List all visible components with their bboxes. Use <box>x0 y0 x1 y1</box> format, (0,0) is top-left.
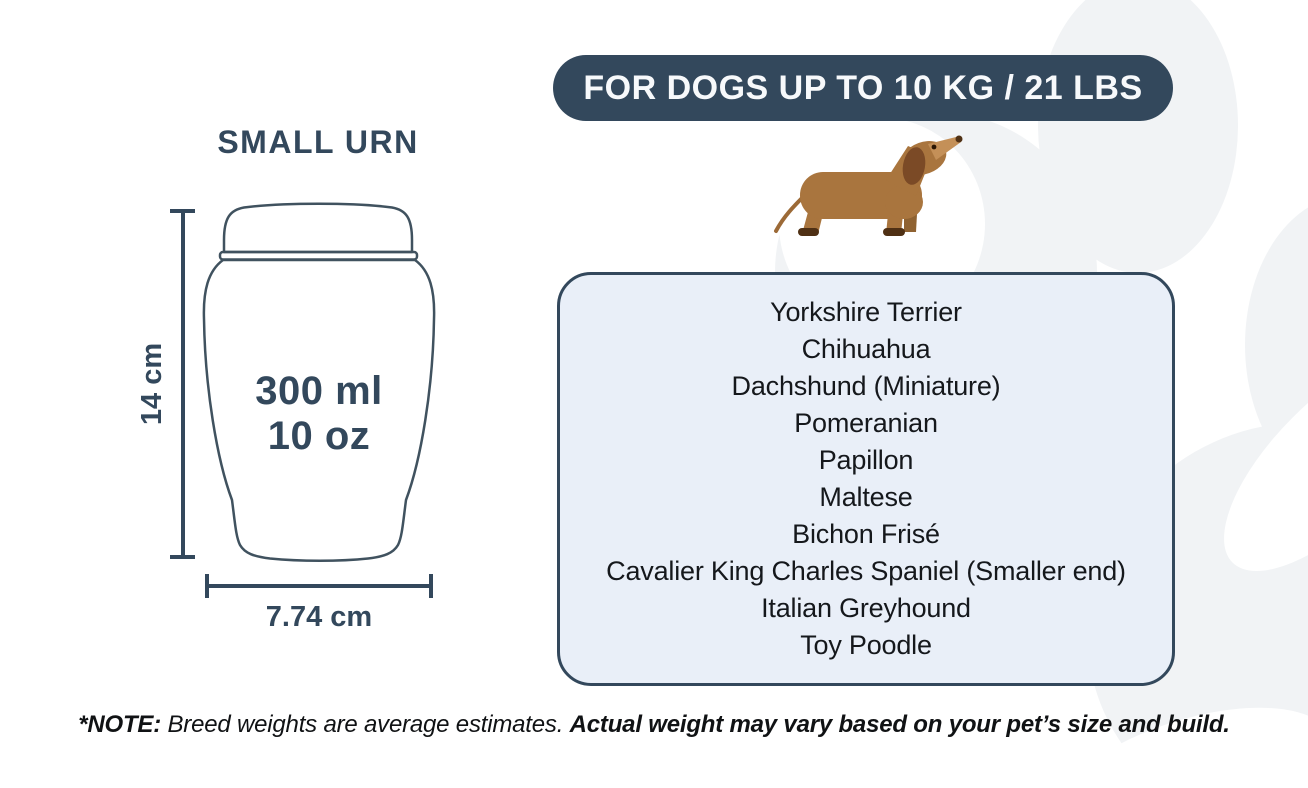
urn-outline-drawing <box>202 202 436 562</box>
breed-item: Yorkshire Terrier <box>770 297 962 327</box>
breed-item: Italian Greyhound <box>761 593 971 623</box>
footnote-prefix: *NOTE: <box>78 711 162 738</box>
footnote-body: Breed weights are average estimates. <box>161 711 570 738</box>
dog-nose <box>955 135 963 143</box>
breed-item: Toy Poodle <box>800 630 932 660</box>
width-dimension-cap <box>205 574 209 598</box>
volume-oz-label: 10 oz <box>267 414 371 458</box>
weight-limit-banner: FOR DOGS UP TO 10 KG / 21 LBS <box>553 55 1173 121</box>
breed-item: Dachshund (Miniature) <box>731 371 1001 401</box>
breed-item: Cavalier King Charles Spaniel (Smaller e… <box>606 556 1126 586</box>
breed-list-box: Yorkshire Terrier Chihuahua Dachshund (Min… <box>557 272 1175 686</box>
height-dimension-cap <box>170 555 195 559</box>
volume-ml-label: 300 ml <box>255 369 383 413</box>
footnote: *NOTE: Breed weights are average estimat… <box>0 711 1308 739</box>
dog-ear <box>902 147 926 185</box>
width-dimension-line <box>206 584 432 588</box>
urn-rim <box>218 250 419 261</box>
pawprint-toe-shape <box>1038 0 1238 273</box>
breed-item: Maltese <box>819 482 913 512</box>
dachshund-dog-icon <box>774 135 963 236</box>
urn-volume: 300 ml 10 oz <box>190 369 448 459</box>
breed-item: Papillon <box>818 445 914 475</box>
breed-item: Chihuahua <box>801 334 931 364</box>
breed-item: Bichon Frisé <box>792 519 940 549</box>
footnote-emphasis: Actual weight may vary based on your pet… <box>569 711 1230 738</box>
urn-body <box>202 258 436 562</box>
width-dimension-cap <box>429 574 433 598</box>
dog-muzzle <box>928 136 961 160</box>
dog-eye <box>931 144 937 150</box>
height-label: 14 cm <box>136 342 168 426</box>
width-label: 7.74 cm <box>265 601 373 633</box>
height-dimension-line <box>181 211 185 558</box>
height-dimension-cap <box>170 209 195 213</box>
dog-front-paw <box>883 228 905 236</box>
urn-lid <box>222 202 414 254</box>
dog-rear-paw <box>798 228 819 236</box>
urn-title: SMALL URN <box>217 124 419 160</box>
breed-item: Pomeranian <box>794 408 938 438</box>
weight-limit-label: FOR DOGS UP TO 10 KG / 21 LBS <box>583 68 1143 107</box>
